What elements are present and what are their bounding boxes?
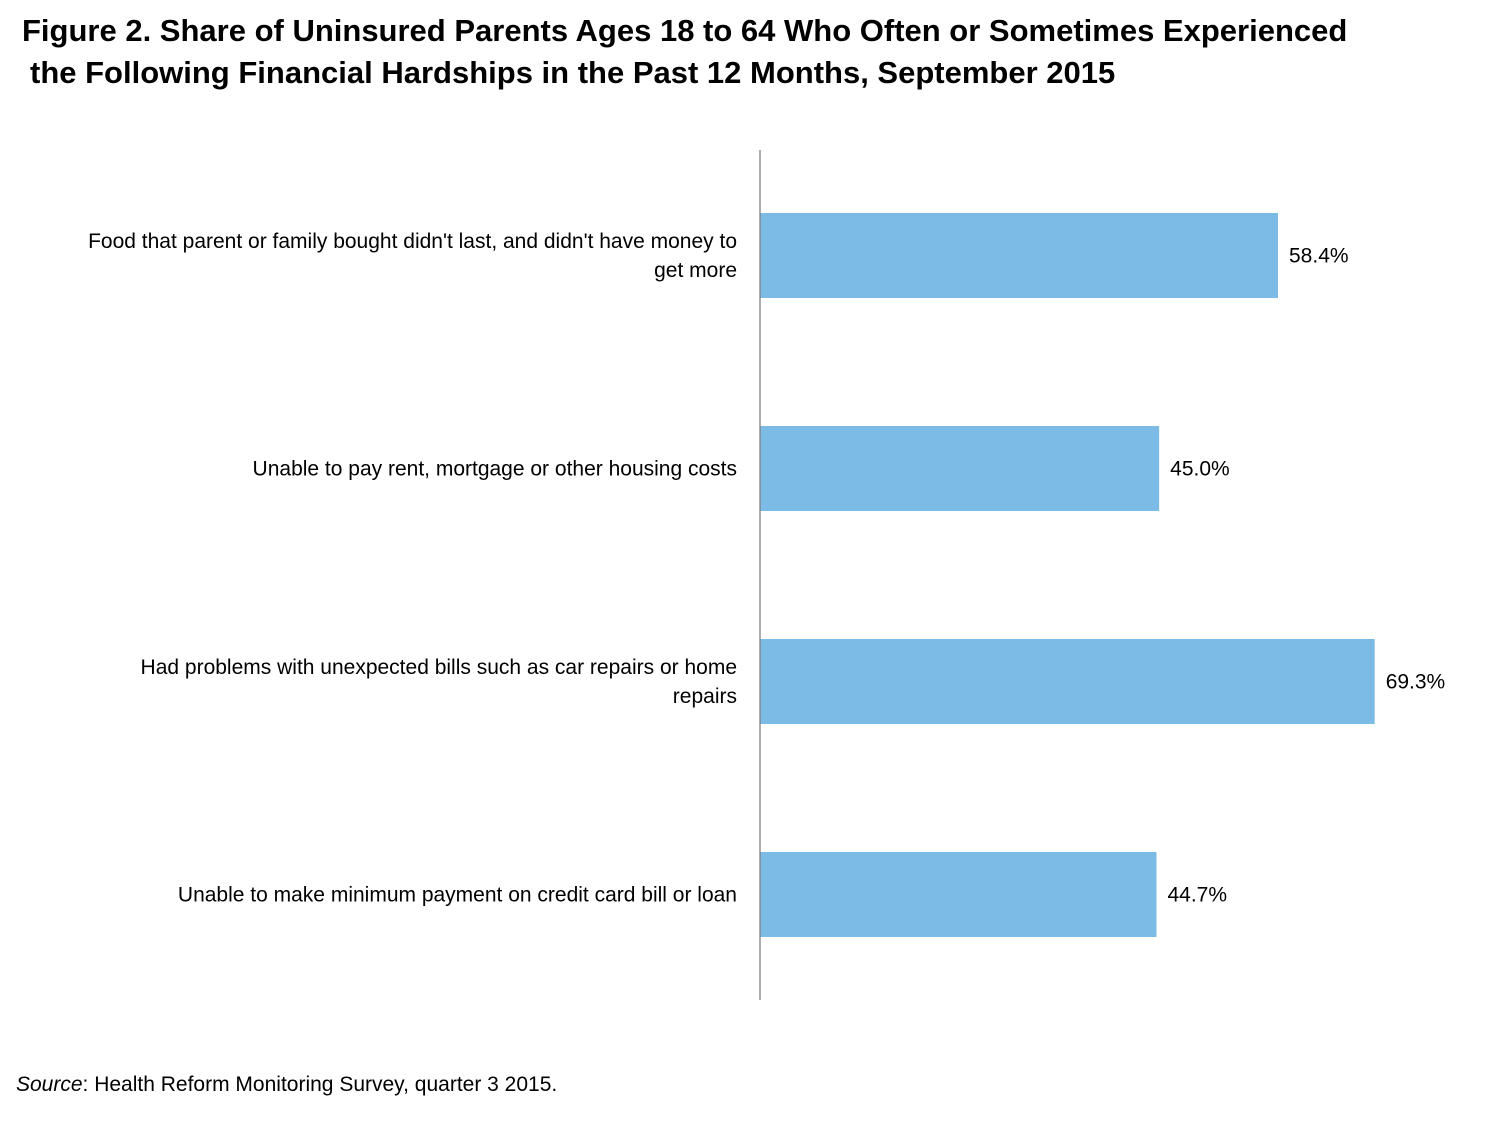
category-label-1-line-2: get more [654, 259, 737, 282]
category-label-2: Unable to pay rent, mortgage or other ho… [253, 458, 737, 481]
chart-title: Figure 2. Share of Uninsured Parents Age… [22, 10, 1482, 94]
bar-4 [760, 852, 1157, 937]
bar-2 [760, 426, 1160, 511]
source-label: Source [16, 1073, 83, 1096]
category-label-1-line-1: Food that parent or family bought didn't… [88, 230, 737, 253]
bar-1 [760, 213, 1279, 298]
chart-title-line-2: the Following Financial Hardships in the… [30, 55, 1116, 90]
category-label-4: Unable to make minimum payment on credit… [178, 884, 737, 907]
chart-title-line-1: Figure 2. Share of Uninsured Parents Age… [22, 13, 1348, 48]
source-text: : Health Reform Monitoring Survey, quart… [82, 1073, 558, 1096]
category-label-3: Had problems with unexpected bills such … [141, 656, 737, 708]
category-label-3-line-1: Had problems with unexpected bills such … [141, 656, 737, 679]
data-label-4: 44.7% [1167, 884, 1227, 907]
source-note: Source: Health Reform Monitoring Survey,… [16, 1073, 557, 1097]
category-label-4-line-1: Unable to make minimum payment on credit… [178, 884, 737, 907]
data-label-3: 69.3% [1386, 671, 1446, 694]
bar-chart: 58.4% Food that parent or family bought d… [88, 150, 1446, 1000]
data-label-2: 45.0% [1170, 458, 1230, 481]
category-label-3-line-2: repairs [673, 685, 737, 708]
category-label-2-line-1: Unable to pay rent, mortgage or other ho… [253, 458, 737, 481]
data-label-1: 58.4% [1289, 245, 1349, 268]
bar-3 [760, 639, 1375, 724]
category-label-1: Food that parent or family bought didn't… [88, 230, 737, 282]
